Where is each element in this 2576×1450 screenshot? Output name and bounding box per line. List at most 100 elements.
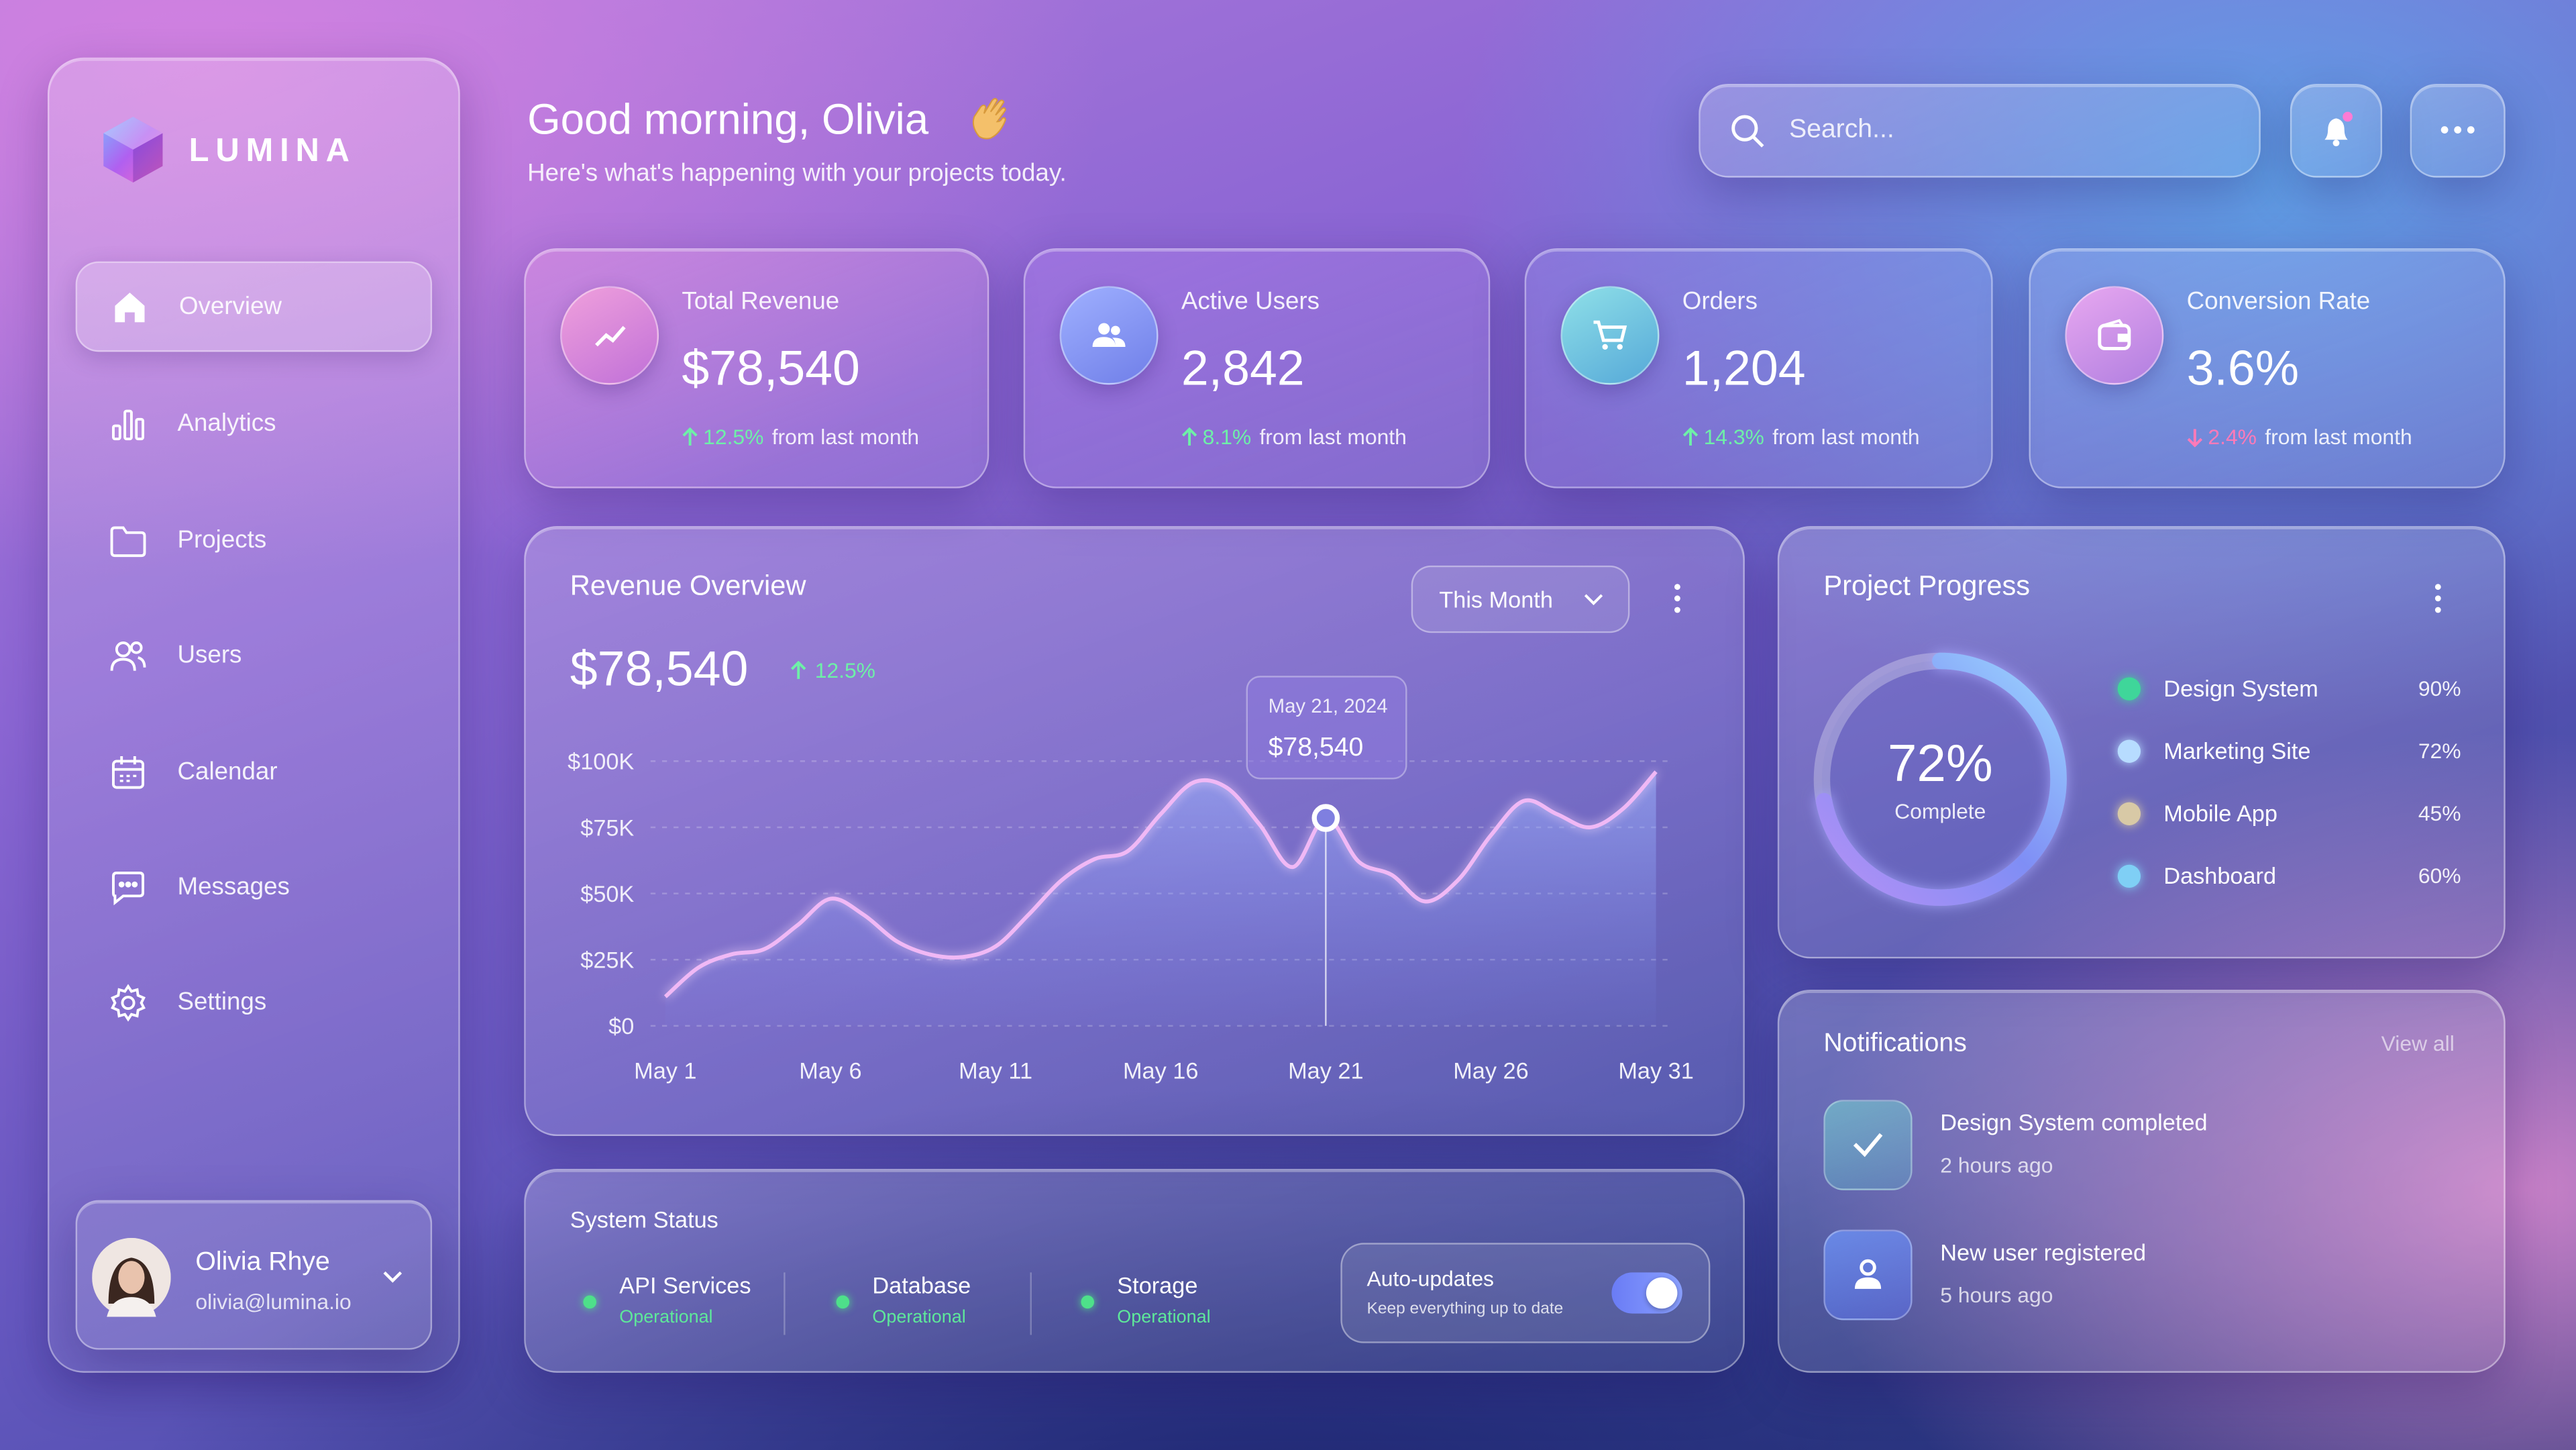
system-panel: System Status API Services Operational Dat… [524, 1169, 1745, 1373]
check-icon [1853, 1133, 1883, 1157]
notification-time: 5 hours ago [1940, 1282, 2053, 1308]
legend-dot [2117, 802, 2141, 825]
status-dot [1081, 1295, 1095, 1309]
panel-title: System Status [570, 1206, 718, 1233]
chevron [1584, 594, 1603, 605]
nav-label: Analytics [177, 409, 276, 437]
wave-emoji [972, 98, 1006, 140]
stat-change: 8.1% [1202, 424, 1252, 450]
stat-icon-glyph [1092, 323, 1126, 347]
stat-icon [1059, 286, 1159, 385]
search-placeholder: Search... [1788, 115, 1894, 144]
nav-icon [110, 641, 146, 671]
legend-dot [2117, 739, 2141, 763]
notifications-panel: Notifications View all Design System com… [1777, 989, 2506, 1373]
kebab-menu[interactable] [2431, 582, 2445, 615]
stat-icon [560, 286, 659, 385]
nav-icon [112, 756, 145, 789]
period-label: This Month [1439, 586, 1553, 613]
project-percent: 72% [2418, 738, 2461, 764]
panel-title: Project Progress [1823, 570, 2031, 602]
stat-icon [1560, 286, 1660, 385]
service-status: Operational [619, 1307, 713, 1328]
search-box[interactable]: Search... [1699, 83, 2261, 178]
auto-updates-box: Auto-updates Keep everything up to date [1340, 1243, 1711, 1343]
legend-dot [2117, 864, 2141, 888]
auto-updates-description: Keep everything up to date [1366, 1300, 1564, 1318]
nav-label: Projects [177, 526, 267, 554]
stat-note: from last month [1772, 424, 1920, 450]
nav-item[interactable]: Analytics [76, 380, 429, 467]
more-button[interactable] [2410, 83, 2506, 178]
user-icon [1854, 1259, 1882, 1289]
user-card[interactable]: Olivia Rhye olivia@lumina.io [75, 1200, 433, 1350]
chevron [383, 1271, 402, 1283]
nav-label: Users [177, 641, 242, 670]
stat-card: Total Revenue $78,540 12.5% from last month [524, 248, 989, 488]
nav-label: Messages [177, 873, 290, 901]
nav-item[interactable]: Messages [76, 843, 429, 931]
view-all-link[interactable]: View all [2381, 1031, 2455, 1056]
status-dot [836, 1295, 850, 1309]
nav-icon [112, 409, 145, 441]
trend-arrow [791, 660, 806, 679]
nav-label: Calendar [177, 758, 278, 786]
stat-change: 14.3% [1703, 424, 1764, 450]
nav-item[interactable]: Users [76, 611, 429, 698]
revenue-change: 12.5% [814, 658, 876, 683]
nav-item[interactable]: Calendar [76, 728, 429, 815]
panel-title: Notifications [1823, 1029, 1967, 1058]
trend-arrow [1181, 427, 1197, 446]
nav-item[interactable]: Projects [76, 497, 429, 584]
stat-icon-glyph [2098, 319, 2131, 350]
trend-arrow [682, 427, 698, 446]
service-name: API Services [619, 1272, 751, 1298]
auto-updates-label: Auto-updates [1366, 1266, 1494, 1291]
bell-icon [2324, 111, 2353, 147]
notification-icon [1823, 1100, 1913, 1190]
kebab-menu[interactable] [1671, 582, 1684, 615]
revenue-total: $78,540 [570, 642, 749, 697]
stat-change: 12.5% [703, 424, 764, 450]
trend-arrow [2187, 429, 2203, 448]
stat-label: Conversion Rate [2186, 287, 2371, 316]
status-dot [583, 1295, 596, 1309]
stat-note: from last month [771, 424, 920, 450]
project-name: Mobile App [2163, 800, 2277, 827]
service-status: Operational [1117, 1307, 1211, 1328]
user-email: olivia@lumina.io [195, 1289, 352, 1314]
greeting: Good morning, Olivia [527, 94, 929, 144]
project-percent: 90% [2418, 676, 2461, 701]
nav-icon [111, 984, 146, 1022]
project-percent: 60% [2418, 863, 2461, 888]
service-name: Storage [1117, 1272, 1198, 1298]
arrow-path [1682, 427, 1699, 446]
stat-note: from last month [1259, 424, 1407, 450]
nav-label: Overview [178, 293, 282, 321]
stat-change: 2.4% [2208, 424, 2257, 450]
nav-item[interactable]: Settings [76, 958, 429, 1045]
period-dropdown[interactable]: This Month [1411, 565, 1630, 633]
search-icon [1731, 115, 1764, 148]
panel-title: Revenue Overview [570, 570, 806, 602]
notification-icon [1823, 1229, 1913, 1320]
brand-name: LUMINA [189, 133, 356, 170]
project-name: Dashboard [2163, 862, 2277, 889]
divider [1030, 1272, 1032, 1335]
stat-label: Orders [1682, 287, 1758, 316]
arrow-path [2187, 429, 2203, 448]
user-name: Olivia Rhye [195, 1248, 330, 1277]
dots-icon [2440, 126, 2475, 134]
notification-text: Design System completed [1940, 1108, 2208, 1136]
notifications-button[interactable] [2290, 83, 2383, 178]
stat-icon [2065, 286, 2164, 385]
nav-item[interactable]: Overview [75, 261, 433, 352]
arrow-path [682, 427, 698, 446]
trend-arrow [1682, 427, 1699, 446]
logo-icon [103, 116, 163, 183]
toggle[interactable] [1611, 1272, 1682, 1314]
notification-time: 2 hours ago [1940, 1153, 2053, 1178]
progress-panel: Project Progress Design System 90% Marketi… [1777, 526, 2506, 959]
